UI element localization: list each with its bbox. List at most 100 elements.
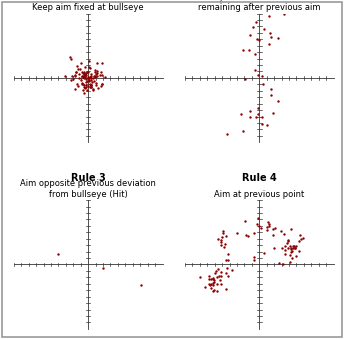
Point	[251, 257, 257, 262]
Point	[81, 75, 87, 81]
Point	[269, 86, 274, 92]
Point	[257, 37, 262, 42]
Point	[81, 70, 86, 75]
Point	[285, 238, 291, 243]
Point	[83, 72, 89, 78]
Point	[92, 74, 97, 79]
Point	[84, 69, 89, 75]
Point	[81, 85, 87, 90]
Point	[277, 0, 283, 6]
Point	[221, 230, 226, 235]
Point	[70, 73, 75, 78]
Point	[86, 75, 92, 80]
Point	[84, 78, 90, 84]
Point	[269, 0, 275, 5]
Point	[242, 218, 248, 224]
Point	[289, 256, 295, 261]
Point	[221, 245, 227, 250]
Point	[98, 69, 104, 75]
Point	[206, 281, 212, 286]
Point	[95, 85, 100, 91]
Point	[72, 72, 78, 78]
Point	[89, 82, 94, 87]
Point	[251, 24, 256, 30]
Point	[204, 175, 209, 181]
Point	[99, 61, 105, 66]
Point	[276, 260, 282, 265]
Point	[265, 227, 270, 233]
Point	[267, 223, 272, 229]
Point	[250, 157, 256, 163]
Point	[282, 232, 287, 237]
Point	[254, 221, 260, 227]
Point	[81, 72, 86, 77]
Point	[241, 146, 246, 152]
Point	[267, 222, 272, 227]
Point	[81, 82, 86, 87]
Point	[94, 70, 100, 76]
Point	[219, 281, 224, 287]
Point	[77, 66, 83, 72]
Point	[259, 166, 265, 172]
Point	[83, 72, 88, 77]
Point	[219, 234, 225, 239]
Point	[251, 254, 256, 259]
Point	[254, 19, 259, 24]
Point	[234, 230, 240, 236]
Point	[255, 105, 261, 111]
Point	[246, 233, 251, 238]
Point	[281, 12, 287, 17]
Point	[88, 74, 93, 79]
Point	[211, 280, 216, 285]
Point	[285, 245, 290, 251]
Point	[292, 246, 298, 251]
Point	[256, 157, 262, 162]
Point	[88, 71, 94, 77]
Point	[86, 77, 92, 83]
Point	[74, 69, 79, 74]
Point	[91, 74, 96, 79]
Point	[226, 160, 232, 165]
Point	[99, 81, 105, 87]
Point	[289, 248, 294, 253]
Point	[81, 90, 87, 95]
Point	[207, 276, 212, 282]
Point	[179, 196, 184, 201]
Point	[212, 271, 217, 276]
Point	[240, 128, 246, 133]
Point	[287, 252, 293, 258]
Point	[261, 251, 266, 256]
Point	[88, 76, 94, 81]
Point	[280, 261, 286, 267]
Point	[91, 78, 97, 83]
Point	[266, 143, 271, 149]
Point	[279, 245, 284, 251]
Point	[81, 73, 87, 79]
Point	[270, 111, 275, 116]
Point	[257, 223, 262, 229]
Text: Aim opposite previous deviation
from bullseye (Hit): Aim opposite previous deviation from bul…	[20, 179, 156, 199]
Point	[206, 273, 212, 279]
Point	[211, 287, 217, 293]
Point	[218, 274, 224, 279]
Point	[153, 196, 159, 201]
Point	[223, 258, 229, 263]
Point	[83, 79, 88, 84]
Point	[215, 281, 220, 286]
Point	[90, 87, 96, 92]
Point	[288, 249, 293, 254]
Point	[244, 232, 249, 238]
Point	[267, 30, 273, 36]
Point	[242, 76, 248, 81]
Point	[295, 0, 301, 4]
Point	[150, 246, 156, 251]
Point	[292, 245, 298, 251]
Point	[225, 145, 230, 150]
Point	[85, 75, 91, 80]
Point	[88, 82, 94, 87]
Point	[160, 190, 166, 195]
Point	[229, 267, 235, 273]
Point	[222, 241, 228, 246]
Point	[219, 156, 225, 161]
Point	[217, 171, 223, 177]
